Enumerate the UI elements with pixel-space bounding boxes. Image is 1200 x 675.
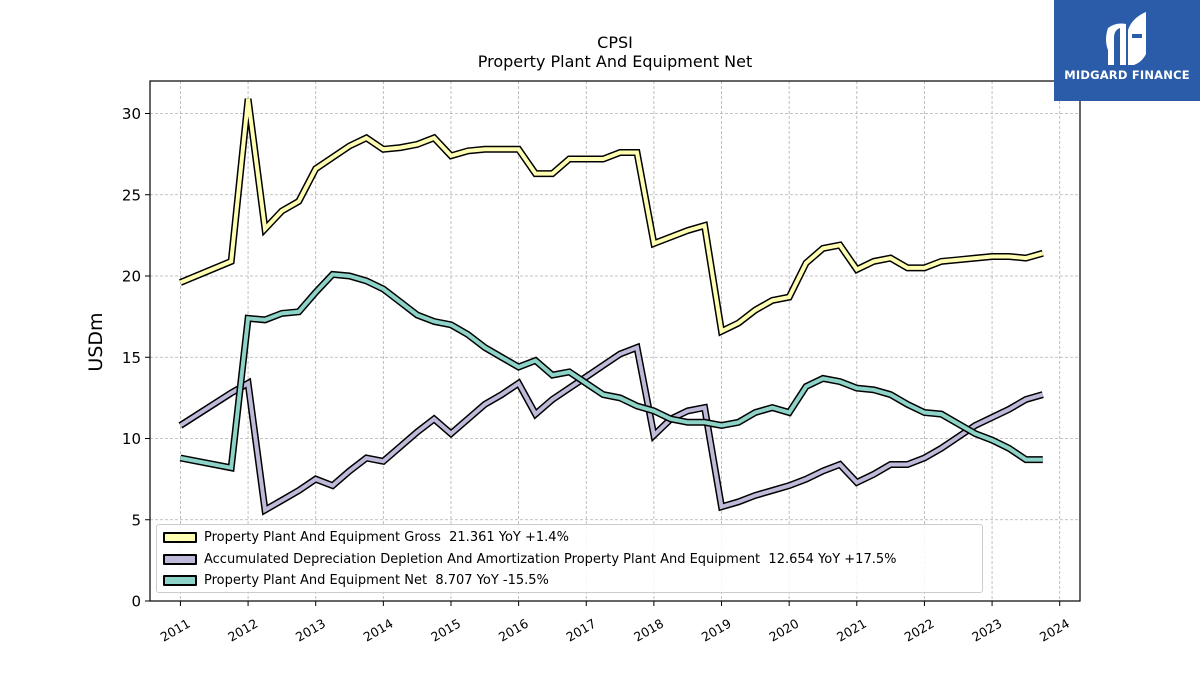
x-tick-label: 2014 bbox=[361, 616, 396, 645]
y-tick-label: 5 bbox=[131, 511, 141, 529]
legend-label-net: Property Plant And Equipment Net 8.707 Y… bbox=[204, 572, 549, 588]
x-tick-label: 2012 bbox=[225, 616, 260, 645]
x-tick-label: 2011 bbox=[158, 616, 193, 645]
plot-area-frame bbox=[149, 80, 1081, 602]
legend-item-gross: Property Plant And Equipment Gross 21.36… bbox=[163, 528, 569, 546]
legend-swatch-accumulated-depreciation bbox=[163, 553, 197, 565]
y-axis-label: USDm bbox=[85, 312, 107, 371]
x-tick-label: 2015 bbox=[428, 616, 463, 645]
y-tick-label: 15 bbox=[122, 349, 141, 367]
x-tick-label: 2017 bbox=[563, 616, 598, 645]
x-tick-label: 2018 bbox=[631, 616, 666, 645]
x-tick-label: 2024 bbox=[1037, 616, 1072, 645]
series-0-line bbox=[179, 98, 1044, 335]
x-tick-label: 2019 bbox=[699, 616, 734, 645]
x-tick-label: 2020 bbox=[766, 616, 801, 645]
legend-item-accumulated-depreciation: Accumulated Depreciation Depletion And A… bbox=[163, 550, 896, 568]
logo-mark-icon bbox=[1106, 12, 1146, 65]
grid-lines bbox=[150, 81, 1080, 602]
legend-label-gross: Property Plant And Equipment Gross 21.36… bbox=[204, 529, 569, 545]
y-tick-label: 0 bbox=[131, 593, 141, 611]
legend-item-net: Property Plant And Equipment Net 8.707 Y… bbox=[163, 571, 549, 589]
x-tick-label: 2023 bbox=[969, 616, 1004, 645]
y-tick-label: 25 bbox=[122, 186, 141, 204]
chart-title: CPSI bbox=[597, 33, 633, 52]
brand-logo: MIDGARD FINANCE bbox=[1054, 0, 1200, 101]
legend-swatch-gross bbox=[163, 531, 197, 543]
x-tick-label: 2022 bbox=[902, 616, 937, 645]
x-tick-label: 2021 bbox=[834, 616, 869, 645]
y-tick-label: 30 bbox=[122, 105, 141, 123]
legend-swatch-net bbox=[163, 574, 197, 586]
series-1-outline bbox=[178, 342, 1044, 516]
y-tick-label: 20 bbox=[122, 268, 141, 286]
x-tick-label: 2013 bbox=[293, 616, 328, 645]
x-tick-label: 2016 bbox=[496, 616, 531, 645]
series-2-line bbox=[180, 272, 1043, 471]
series-lines bbox=[178, 98, 1044, 516]
chart-legend: Property Plant And Equipment Gross 21.36… bbox=[156, 524, 983, 593]
brand-name: MIDGARD FINANCE bbox=[1064, 68, 1190, 82]
series-1-line bbox=[179, 344, 1044, 514]
legend-label-accumulated-depreciation: Accumulated Depreciation Depletion And A… bbox=[204, 551, 897, 567]
chart-subtitle: Property Plant And Equipment Net bbox=[478, 52, 753, 71]
y-tick-label: 10 bbox=[122, 430, 141, 448]
